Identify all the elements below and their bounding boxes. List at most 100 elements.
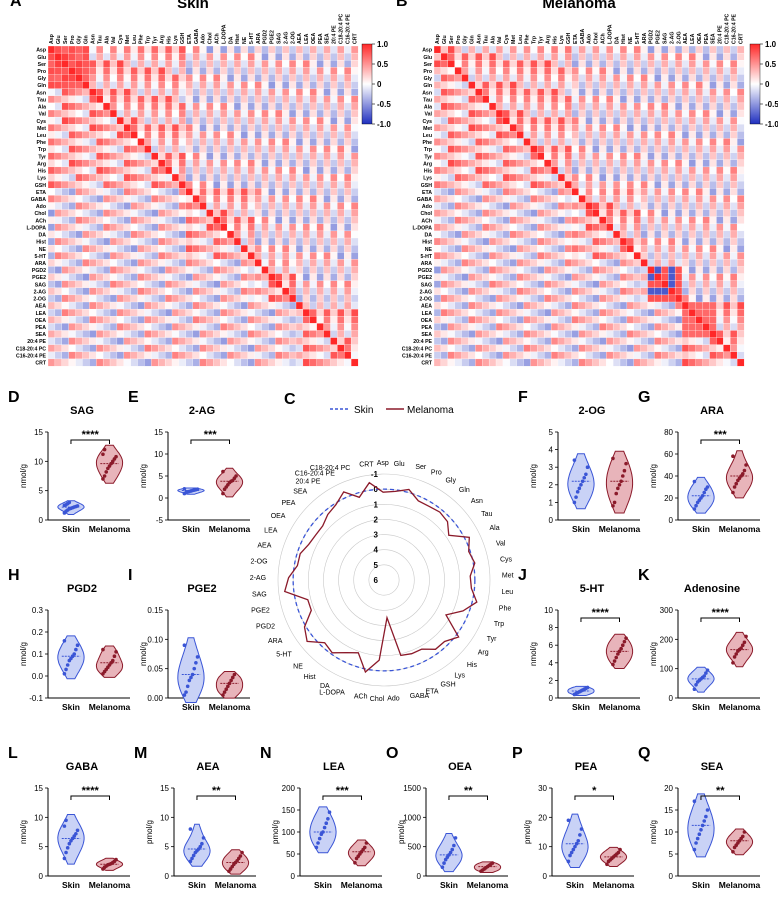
heatmap-cell: [275, 252, 283, 260]
heatmap-cell: [254, 102, 262, 111]
heatmap-cell: [654, 209, 662, 218]
significance-stars: ****: [82, 785, 100, 797]
heatmap-cell: [578, 188, 586, 196]
heatmap-cell: [633, 252, 642, 260]
heatmap-cell: [247, 45, 256, 54]
y-tick-label: 15: [664, 806, 673, 815]
heatmap-cell: [681, 266, 690, 274]
heatmap-cell: [302, 152, 311, 161]
heatmap-cell: [178, 74, 187, 82]
y-tick-label: 0.1: [32, 650, 44, 659]
heatmap-cell: [330, 287, 338, 296]
heatmap-cell: [96, 252, 104, 260]
heatmap-cell: [109, 159, 118, 168]
heatmap-cell: [681, 330, 690, 338]
heatmap-cell: [102, 252, 111, 260]
heatmap-cell: [736, 138, 745, 146]
heatmap-cell: [295, 188, 304, 196]
heatmap-cell: [213, 81, 221, 90]
heatmap-cell: [171, 237, 180, 246]
heatmap-cell: [482, 323, 490, 331]
radar-axis-label: NE: [293, 664, 303, 671]
heatmap-cell: [130, 252, 138, 260]
heatmap-row-label: His: [424, 169, 432, 175]
heatmap-cell: [213, 259, 221, 267]
heatmap-cell: [433, 308, 442, 317]
heatmap-cell: [612, 216, 621, 225]
heatmap-cell: [702, 344, 710, 353]
heatmap-cell: [599, 152, 607, 161]
heatmap-cell: [220, 124, 228, 132]
heatmap-cell: [626, 173, 635, 182]
heatmap-cell: [213, 152, 221, 161]
data-point-skin: [704, 814, 708, 819]
heatmap-cell: [344, 316, 352, 324]
heatmap-cell: [330, 351, 338, 360]
heatmap-cell: [674, 358, 683, 367]
heatmap-cell: [557, 301, 566, 310]
heatmap-cell: [344, 323, 352, 331]
heatmap-cell: [185, 180, 194, 189]
heatmap-cell: [440, 166, 449, 175]
heatmap-cell: [447, 337, 456, 346]
heatmap-cell: [240, 259, 249, 267]
heatmap-cell: [47, 337, 56, 346]
heatmap-cell: [344, 244, 352, 253]
heatmap-cell: [164, 166, 173, 175]
heatmap-cell: [475, 330, 483, 338]
data-point-skin: [201, 836, 206, 840]
heatmap-cell: [488, 88, 497, 97]
panel-letter: J: [518, 567, 527, 584]
heatmap-cell: [116, 195, 125, 203]
heatmap-cell: [668, 188, 676, 196]
heatmap-cell: [282, 145, 290, 154]
heatmap-row-label: GSH: [421, 183, 432, 189]
heatmap-cell: [199, 95, 207, 104]
heatmap-cell: [633, 159, 642, 168]
heatmap-cell: [96, 102, 104, 111]
heatmap-cell: [261, 259, 269, 267]
heatmap-cell: [709, 209, 717, 218]
heatmap-cell: [488, 67, 497, 75]
heatmap-cell: [247, 280, 256, 289]
heatmap-cell: [316, 223, 324, 232]
heatmap-row-label: Val: [425, 112, 433, 118]
heatmap-col-label: SAG: [663, 33, 669, 44]
data-point-melanoma: [114, 650, 118, 654]
heatmap-cell: [268, 202, 276, 210]
heatmap-cell: [688, 273, 697, 282]
heatmap-cell: [151, 60, 159, 68]
heatmap-col-label: ETA: [187, 34, 193, 44]
heatmap-cell: [316, 45, 324, 54]
heatmap-cell: [730, 180, 738, 189]
heatmap-cell: [626, 52, 635, 61]
heatmap-cell: [89, 45, 97, 54]
heatmap-cell: [668, 230, 676, 239]
radar-axis-label: Leu: [501, 589, 513, 596]
heatmap-cell: [344, 81, 352, 90]
heatmap-cell: [302, 124, 311, 132]
heatmap-cell: [495, 52, 504, 61]
heatmap-cell: [171, 67, 180, 75]
heatmap-row-label: Gln: [37, 83, 46, 89]
heatmap-cell: [661, 60, 669, 68]
heatmap-cell: [199, 81, 207, 90]
heatmap-cell: [716, 202, 724, 210]
heatmap-cell: [495, 81, 504, 90]
heatmap-cell: [68, 159, 76, 168]
heatmap-cell: [192, 81, 200, 90]
heatmap-cell: [192, 138, 200, 146]
heatmap-cell: [268, 237, 276, 246]
heatmap-col-label: AEA: [297, 33, 303, 44]
heatmap-cell: [54, 252, 63, 260]
heatmap-cell: [247, 188, 256, 196]
heatmap-cell: [433, 344, 442, 353]
heatmap-cell: [178, 95, 187, 104]
heatmap-cell: [612, 124, 621, 132]
heatmap-cell: [316, 152, 324, 161]
heatmap-cell: [123, 102, 132, 111]
heatmap-cell: [330, 244, 338, 253]
heatmap-cell: [716, 180, 724, 189]
heatmap-cell: [571, 294, 580, 303]
heatmap-cell: [433, 351, 442, 360]
